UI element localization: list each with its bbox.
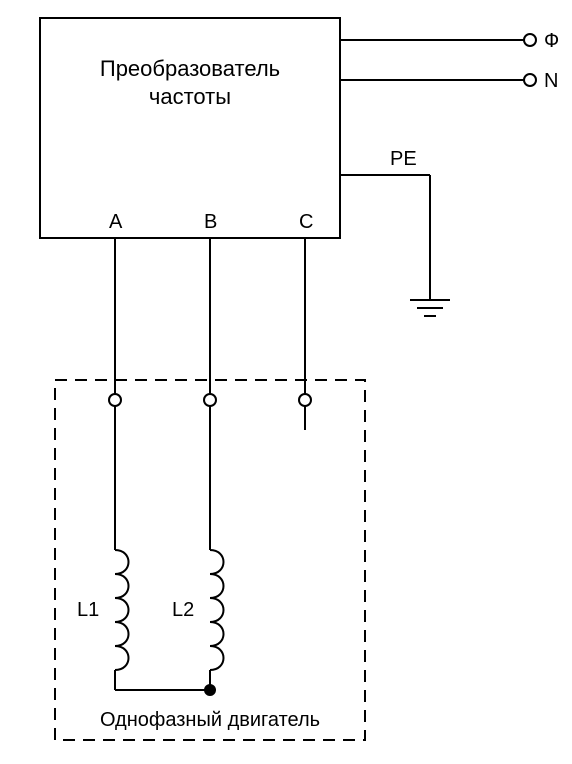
coil-L1 bbox=[115, 550, 129, 670]
coil-L2 bbox=[210, 550, 224, 670]
label-L2: L2 bbox=[172, 599, 194, 621]
terminal-neutral bbox=[524, 74, 536, 86]
terminal-phase bbox=[524, 34, 536, 46]
converter-label-line1: Преобразователь bbox=[100, 56, 280, 81]
label-output-C: C bbox=[299, 211, 313, 233]
converter-label-line2: частоты bbox=[149, 84, 231, 109]
terminal-motor-C bbox=[299, 394, 311, 406]
label-L1: L1 bbox=[77, 599, 99, 621]
label-output-A: A bbox=[109, 211, 123, 233]
label-neutral: N bbox=[544, 70, 558, 92]
label-phase: Ф bbox=[544, 30, 559, 52]
label-motor: Однофазный двигатель bbox=[100, 709, 320, 731]
wiring-diagram: Преобразователь частоты ФN PE A B C Однофазный … bbox=[0, 0, 572, 764]
label-output-B: B bbox=[204, 211, 217, 233]
label-pe: PE bbox=[390, 148, 417, 170]
junction-windings bbox=[205, 685, 215, 695]
converter-box bbox=[40, 18, 340, 238]
terminal-motor-B bbox=[204, 394, 216, 406]
terminal-motor-A bbox=[109, 394, 121, 406]
